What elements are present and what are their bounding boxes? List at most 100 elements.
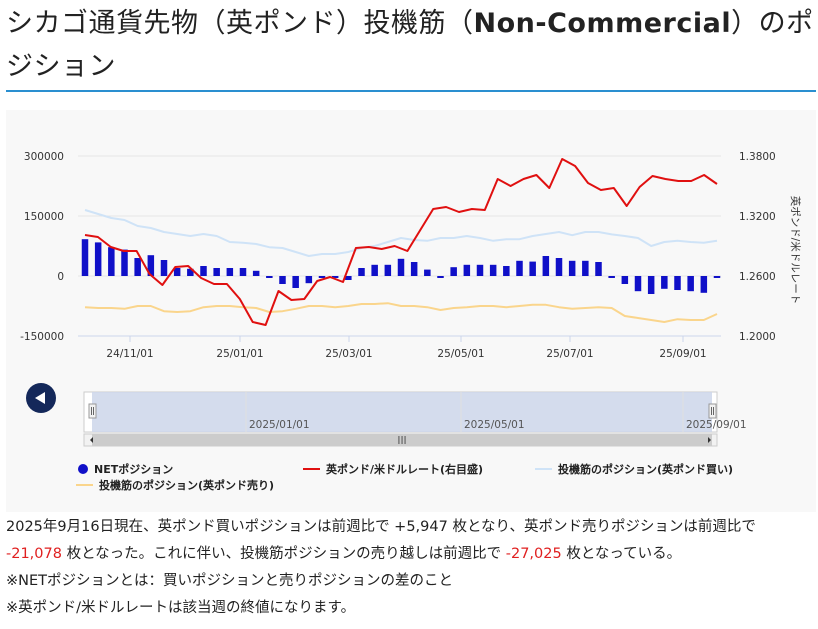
net-bar: [266, 276, 273, 278]
net-bar: [108, 247, 115, 276]
short-change-value: -21,078: [6, 546, 62, 562]
net-bar: [621, 276, 629, 284]
chart-container: 300000 150000 0 -150000 1.3800 1.3200 1.2600 1.…: [6, 110, 816, 512]
net-bar: [516, 260, 523, 276]
navigator-selection: [92, 392, 712, 432]
scrollbar-thumb: [92, 434, 712, 446]
scroll-right-arrow-icon: [708, 437, 711, 443]
net-bar: [647, 276, 655, 294]
net-bar: [674, 276, 681, 290]
left-tick-label: 150000: [24, 211, 64, 223]
left-tick-label: 300000: [24, 151, 64, 163]
x-tick-label: 25/07/01: [546, 348, 593, 360]
net-bar: [661, 276, 668, 289]
net-bar: [200, 266, 207, 276]
net-bar: [555, 258, 563, 276]
net-bar: [318, 276, 326, 278]
series-rate-line: [84, 158, 718, 326]
net-bar: [437, 276, 444, 278]
net-bar: [713, 276, 721, 278]
net-bar: [384, 264, 392, 276]
net-bar: [568, 260, 576, 276]
net-bar: [463, 264, 471, 276]
left-tick-label: -150000: [20, 331, 64, 343]
net-bar: [345, 276, 352, 280]
prev-button[interactable]: [26, 383, 56, 413]
grid-lines: [78, 155, 721, 337]
net-bar: [279, 276, 286, 284]
net-bar: [687, 276, 694, 292]
summary-text-b: 枚となった。これに伴い、投機筋ポジションの売り越しは前週比で: [61, 546, 506, 562]
title-divider: [6, 90, 816, 92]
navigator[interactable]: 2025/01/01 2025/05/01 2025/09/01 III: [83, 391, 747, 447]
net-bar: [239, 268, 247, 276]
summary-paragraph: 2025年9月16日現在、英ポンド買いポジションは前週比で +5,947 枚とな…: [6, 514, 814, 568]
net-bar: [595, 262, 602, 276]
right-tick-label: 1.3800: [739, 151, 776, 163]
right-tick-label: 1.3200: [739, 211, 776, 223]
net-bar: [450, 267, 457, 276]
left-tick-label: 0: [57, 271, 64, 283]
net-bar: [582, 260, 589, 276]
navigator-tick-label: 2025/09/01: [686, 419, 747, 431]
navigator-handle: [708, 403, 717, 419]
title-line2: ジション: [6, 51, 116, 82]
chart-svg: 300000 150000 0 -150000 1.3800 1.3200 1.2600 1.…: [20, 151, 802, 492]
x-tick-label: 25/01/01: [216, 348, 263, 360]
title-prefix: シカゴ通貨先物（英ポンド）投機筋（: [6, 8, 474, 39]
net-bar: [121, 249, 128, 276]
right-axis-title: 英ポンド/米ドルレート: [789, 196, 802, 305]
page-title: シカゴ通貨先物（英ポンド）投機筋（Non-Commercial）のポジション: [6, 2, 816, 88]
net-bar: [476, 264, 484, 276]
net-bar: [358, 268, 365, 276]
series-net-bars: [81, 239, 721, 294]
summary-text-c: 枚となっている。: [561, 546, 682, 562]
net-bar: [529, 261, 536, 276]
right-tick-label: 1.2600: [739, 271, 776, 283]
x-tick-label: 25/03/01: [325, 348, 372, 360]
x-tick-label: 24/11/01: [106, 348, 153, 360]
legend-rate-label: 英ポンド/米ドルレート(右目盛): [325, 462, 483, 476]
rate-line: [84, 158, 718, 326]
net-change-value: -27,025: [505, 546, 562, 562]
net-bar: [700, 276, 708, 293]
navigator-tick-label: 2025/01/01: [249, 419, 310, 431]
legend: NETポジション 英ポンド/米ドルレート(右目盛) 投機筋のポジション(英ポンド…: [76, 462, 733, 492]
net-bar: [371, 264, 378, 276]
net-bar: [410, 262, 418, 276]
short-position-line: [84, 302, 718, 323]
net-bar: [292, 276, 299, 288]
net-bar: [503, 266, 510, 276]
net-bar: [147, 255, 155, 276]
net-bar: [213, 268, 220, 276]
net-bar: [305, 276, 313, 284]
series-short-line: [84, 302, 718, 323]
navigator-tick-label: 2025/05/01: [464, 419, 525, 431]
net-bar: [134, 258, 141, 276]
net-bar: [489, 264, 497, 276]
legend-long-label: 投機筋のポジション(英ポンド買い): [558, 462, 733, 476]
x-tick-label: 25/09/01: [659, 348, 706, 360]
net-bar: [94, 242, 102, 276]
prev-arrow-icon: [35, 392, 45, 404]
legend-item-net[interactable]: NETポジション: [78, 462, 173, 476]
net-bar: [160, 260, 168, 276]
long-position-line: [84, 209, 718, 257]
title-bold: Non-Commercial: [473, 8, 732, 39]
navigator-handle: [88, 403, 97, 419]
net-bar: [542, 256, 550, 276]
net-bar: [252, 270, 260, 276]
legend-item-rate[interactable]: 英ポンド/米ドルレート(右目盛): [303, 462, 483, 476]
net-bar: [397, 258, 405, 276]
net-bar: [187, 268, 194, 276]
net-bar: [173, 268, 181, 276]
scrollbar-grip: III: [397, 435, 406, 447]
right-tick-label: 1.2000: [739, 331, 776, 343]
title-suffix: ）のポ: [731, 8, 814, 39]
x-tick-label: 25/05/01: [437, 348, 484, 360]
legend-item-long[interactable]: 投機筋のポジション(英ポンド買い): [535, 462, 733, 476]
net-bar: [424, 269, 431, 276]
legend-net-label: NETポジション: [94, 462, 173, 476]
legend-item-short[interactable]: 投機筋のポジション(英ポンド売り): [76, 478, 274, 492]
net-bar: [331, 276, 339, 278]
